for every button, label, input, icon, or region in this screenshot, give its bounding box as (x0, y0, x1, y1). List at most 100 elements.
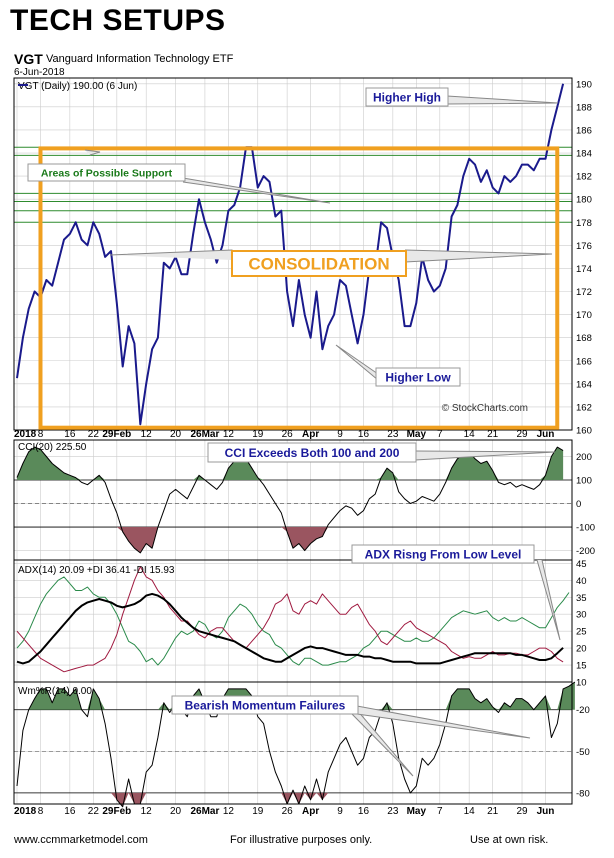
x-tick-label: 29 (516, 429, 528, 440)
watermark: © StockCharts.com (442, 403, 528, 414)
consolidation-label-box (231, 250, 407, 277)
y-tick-label: 190 (576, 79, 592, 90)
x-tick-label: 14 (464, 806, 476, 817)
x-tick-label: 29 (516, 806, 528, 817)
label-layer: 1601621641661681701721741761781801821841… (14, 79, 595, 817)
price-line (16, 83, 565, 426)
y-tick-label: 20 (576, 644, 587, 655)
x-tick-label: 2018 (14, 806, 37, 817)
page-title: TECH SETUPS (10, 4, 226, 37)
y-tick-label: 188 (576, 102, 592, 113)
y-tick-label: 182 (576, 172, 592, 183)
y-tick-label: 40 (576, 576, 587, 587)
x-tick-label: 9 (337, 806, 343, 817)
x-tick-label: 26Mar (190, 806, 219, 817)
pane-frame (13, 559, 573, 683)
x-tick-label: 2018 (14, 429, 37, 440)
x-tick-label: 19 (252, 429, 264, 440)
x-tick-label: 19 (252, 806, 264, 817)
willr-annotation-label-box (171, 695, 359, 715)
x-tick-label: 7 (437, 806, 443, 817)
x-tick-label: 12 (223, 806, 235, 817)
x-tick-label: 29Feb (102, 806, 131, 817)
y-tick-label: 168 (576, 333, 592, 344)
x-tick-label: 16 (64, 806, 76, 817)
x-tick-label: 12 (141, 806, 153, 817)
x-tick-label: 16 (64, 429, 76, 440)
y-tick-label: -200 (576, 546, 595, 557)
y-tick-label: 162 (576, 402, 592, 413)
y-tick-label: -50 (576, 747, 590, 758)
higher-low-pointer (335, 344, 379, 381)
y-tick-label: 176 (576, 241, 592, 252)
y-tick-label: 184 (576, 149, 592, 160)
pane-legend: VGT (Daily) 190.00 (6 Jun) (18, 81, 137, 92)
x-tick-label: 9 (337, 429, 343, 440)
ticker-symbol: VGT (14, 51, 43, 67)
annotation-layer: Higher High Areas of Possible Support CONS… (27, 87, 561, 777)
x-tick-label: 20 (170, 429, 182, 440)
footer-website: www.ccmmarketmodel.com (14, 834, 148, 846)
y-tick-label: 10 (576, 678, 587, 689)
x-tick-label: 23 (387, 429, 399, 440)
x-tick-label: 12 (223, 429, 235, 440)
consolidation-box (38, 146, 560, 430)
pane-legend: CCI(20) 225.50 (18, 442, 87, 453)
x-tick-label: Jun (537, 806, 555, 817)
footer-risk: Use at own risk. (470, 834, 549, 846)
consolidation-label: CONSOLIDATION (248, 255, 389, 274)
y-tick-label: 180 (576, 195, 592, 206)
willr-overbought-fill (28, 682, 575, 710)
frame-layer (13, 77, 573, 805)
y-tick-label: 45 (576, 559, 587, 570)
pane-legend: Wm%R(14) 0.00 (18, 686, 92, 697)
x-tick-label: 26Mar (190, 429, 219, 440)
x-tick-label: 14 (464, 429, 476, 440)
y-tick-label: 164 (576, 379, 592, 390)
y-tick-label: 174 (576, 264, 592, 275)
x-tick-label: 20 (170, 806, 182, 817)
support-label-box (27, 163, 186, 182)
y-tick-label: 166 (576, 356, 592, 367)
x-tick-label: 16 (358, 429, 370, 440)
adx-pointer (536, 559, 561, 641)
consolidation-pointer-right (404, 249, 553, 263)
x-tick-label: May (407, 429, 427, 440)
y-tick-label: 178 (576, 218, 592, 229)
y-tick-label: 25 (576, 627, 587, 638)
willr-line (16, 681, 576, 808)
pane-frame (13, 77, 573, 431)
footer-disclaimer: For illustrative purposes only. (230, 834, 373, 846)
y-tick-label: 0 (576, 499, 581, 510)
higher-high-pointer (446, 95, 559, 105)
x-tick-label: 26 (282, 806, 294, 817)
adx-annotation-label-box (351, 544, 535, 564)
x-tick-label: May (407, 806, 427, 817)
higher-low-label: Higher Low (385, 370, 451, 384)
grid-layer (14, 78, 572, 804)
ticker-name: Vanguard Information Technology ETF (46, 53, 234, 65)
y-tick-label: 35 (576, 593, 587, 604)
cci-annotation-label-box (207, 442, 417, 463)
x-tick-label: Apr (302, 806, 319, 817)
x-tick-label: 16 (358, 806, 370, 817)
minus-di-line (16, 566, 564, 673)
higher-high-label-box (365, 87, 449, 107)
y-tick-label: 15 (576, 661, 587, 672)
pane-legend: ADX(14) 20.09 +DI 36.41 -DI 15.93 (18, 565, 175, 576)
cci-pointer (414, 450, 556, 461)
willr-oversold-fill (110, 792, 329, 807)
x-tick-label: 26 (282, 429, 294, 440)
x-tick-label: 21 (487, 806, 499, 817)
x-tick-label: 22 (88, 429, 100, 440)
adx-annotation-label: ADX Risng From Low Level (365, 547, 522, 561)
momentum-pointer-b (356, 705, 531, 739)
x-tick-label: Apr (302, 429, 319, 440)
cci-annotation-label: CCI Exceeds Both 100 and 200 (225, 446, 400, 460)
willr-annotation-label: Bearish Momentum Failures (185, 698, 346, 712)
cci-overbought-fill (17, 447, 564, 480)
adx-line (16, 592, 564, 665)
support-pointer-a (84, 149, 101, 156)
y-tick-label: 186 (576, 125, 592, 136)
